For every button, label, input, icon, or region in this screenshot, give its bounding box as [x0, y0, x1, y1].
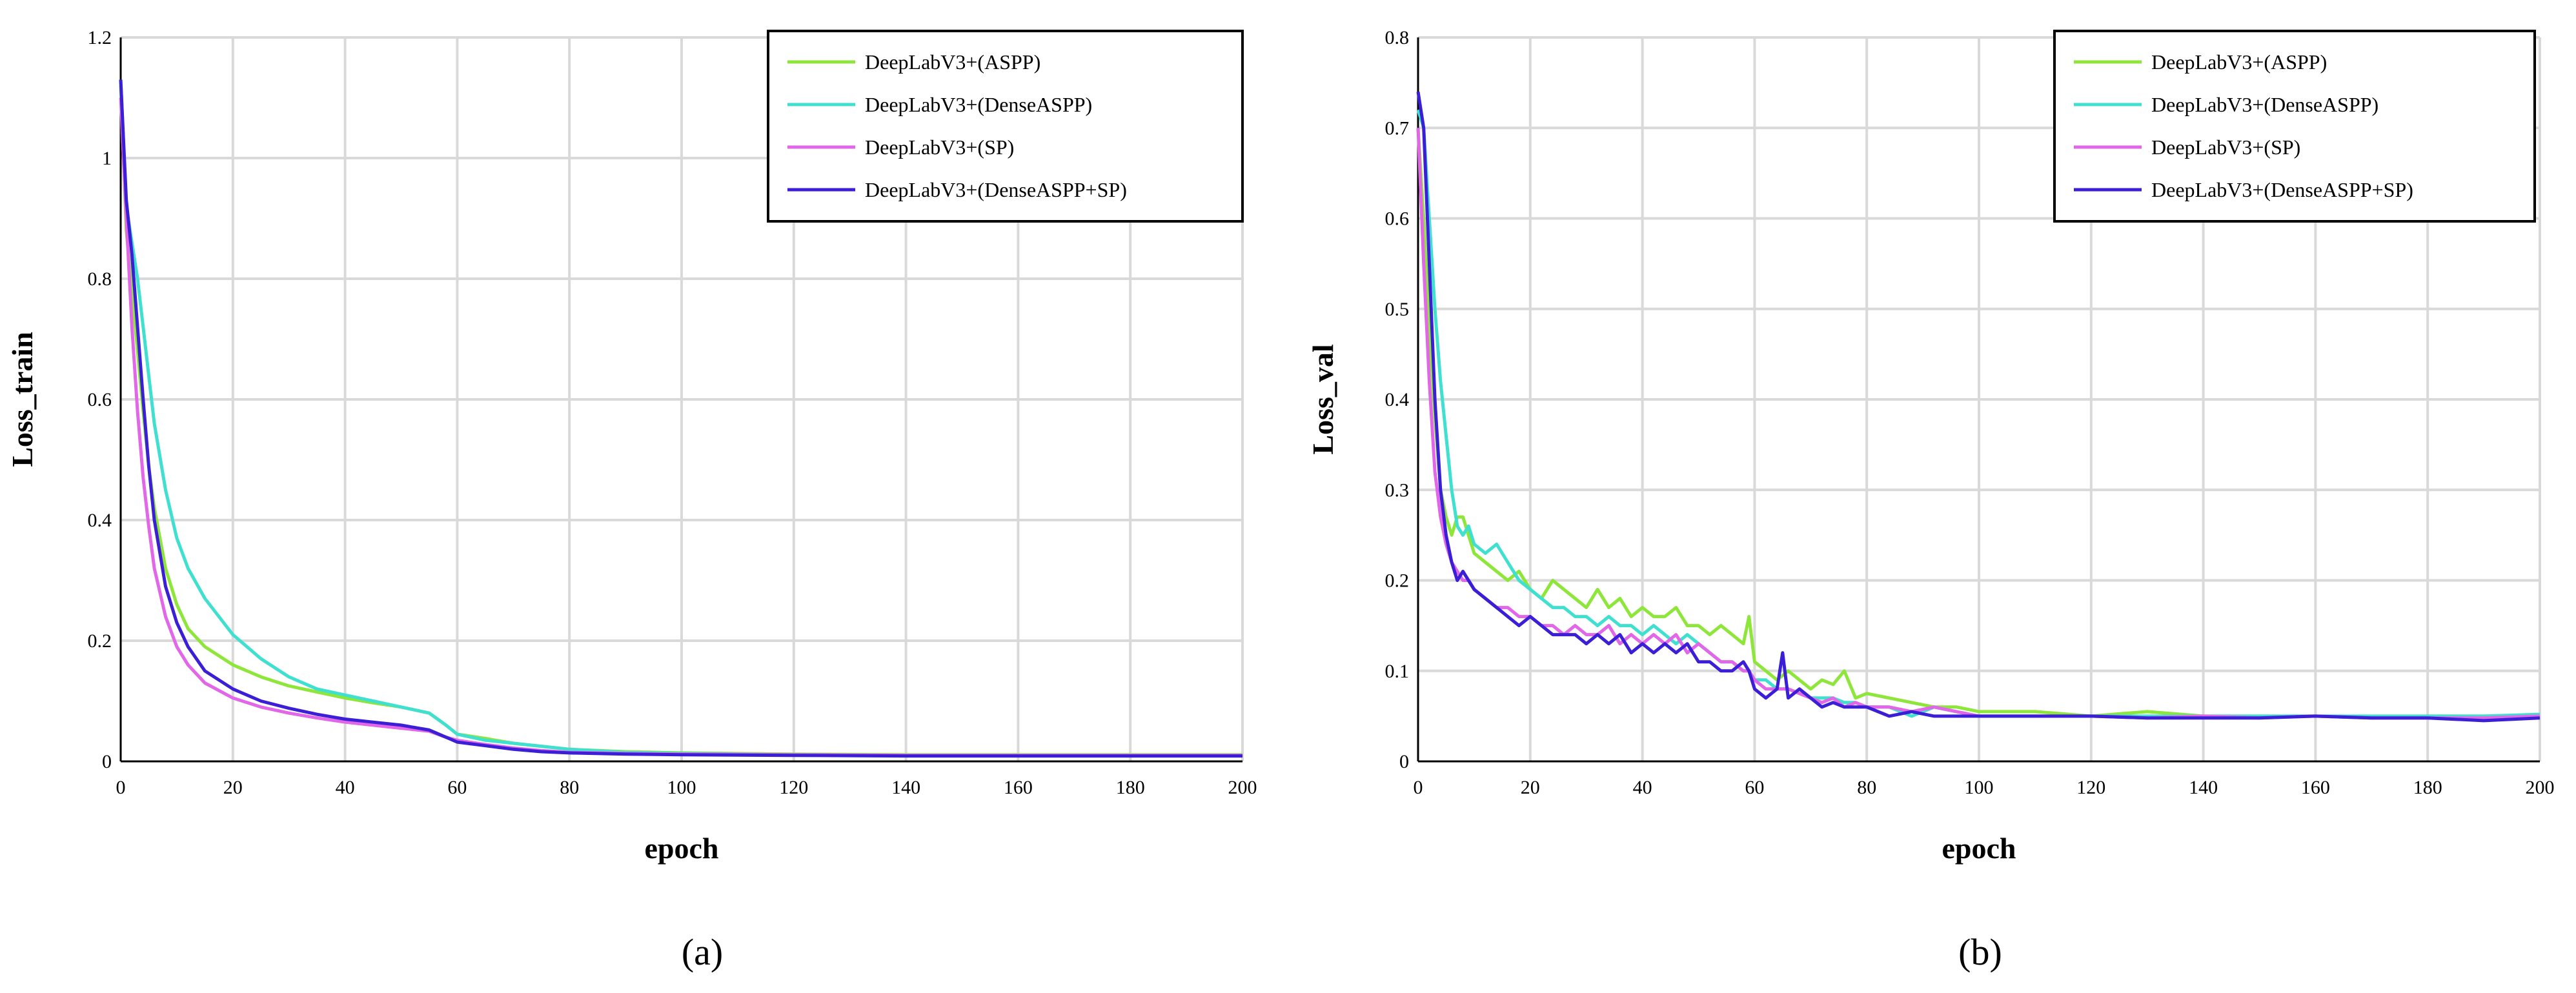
x-tick-label: 180: [2413, 777, 2442, 798]
y-axis-label: Loss_train: [6, 332, 39, 467]
x-tick-label: 0: [116, 777, 126, 798]
x-axis-label: epoch: [645, 832, 719, 865]
series-line-3: [1416, 91, 2541, 723]
x-tick-label: 120: [2076, 777, 2105, 798]
x-tick-label: 0: [1414, 777, 1423, 798]
x-tick-label: 140: [891, 777, 920, 798]
y-tick-label: 0.2: [88, 630, 112, 652]
x-tick-label: 80: [560, 777, 579, 798]
legend-label: DeepLabV3+(DenseASPP): [2151, 93, 2378, 116]
x-axis-label: epoch: [1942, 832, 2016, 865]
legend-label: DeepLabV3+(DenseASPP+SP): [2151, 178, 2413, 201]
x-tick-label: 40: [336, 777, 355, 798]
chart-panel-b: 0 20 40 60 80 100 120 140 160 180 200 0 0.1 0.2 0.3 0.4…: [1306, 27, 2555, 973]
x-tick-label: 160: [1004, 777, 1033, 798]
y-tick-label: 0.2: [1385, 570, 1410, 592]
panel-label: (a): [682, 931, 723, 973]
chart-panel-a: 0 20 40 60 80 100 120 140 160 180 200 0 0.2 0.4 0.6 0.8…: [6, 27, 1257, 973]
y-tick-label: 0.1: [1385, 661, 1410, 682]
y-tick-label: 0.4: [88, 510, 112, 531]
legend-label: DeepLabV3+(DenseASPP+SP): [865, 178, 1127, 201]
y-tick-label: 1.2: [88, 27, 112, 48]
x-tick-label: 180: [1116, 777, 1145, 798]
x-tick-label: 100: [1965, 777, 1994, 798]
x-tick-label: 200: [2526, 777, 2555, 798]
x-tick-label: 20: [223, 777, 243, 798]
y-tick-label: 0.7: [1385, 117, 1410, 139]
x-tick-label: 160: [2301, 777, 2330, 798]
x-tick-label: 100: [667, 777, 696, 798]
legend-label: DeepLabV3+(SP): [865, 135, 1014, 159]
x-tick-label: 40: [1633, 777, 1652, 798]
legend-label: DeepLabV3+(ASPP): [2151, 50, 2327, 74]
y-tick-label: 0.4: [1385, 389, 1410, 410]
x-tick-label: 80: [1857, 777, 1876, 798]
legend-label: DeepLabV3+(DenseASPP): [865, 93, 1092, 116]
y-tick-label: 0.8: [88, 268, 112, 290]
y-tick-label: 0.8: [1385, 27, 1410, 48]
panel-label: (b): [1958, 931, 2002, 973]
y-tick-label: 0.6: [1385, 208, 1410, 230]
x-tick-label: 120: [779, 777, 808, 798]
y-tick-label: 0: [102, 751, 112, 772]
y-tick-label: 1: [102, 148, 112, 169]
y-axis-label: Loss_val: [1306, 344, 1339, 454]
y-tick-label: 0.5: [1385, 299, 1410, 320]
x-tick-label: 60: [1745, 777, 1764, 798]
series-line-0: [1416, 128, 2540, 720]
y-tick-label: 0.6: [88, 389, 112, 410]
legend-label: DeepLabV3+(ASPP): [865, 50, 1040, 74]
x-tick-label: 60: [447, 777, 467, 798]
x-tick-label: 200: [1228, 777, 1257, 798]
x-tick-label: 20: [1521, 777, 1540, 798]
legend-label: DeepLabV3+(SP): [2151, 135, 2300, 159]
y-tick-label: 0.3: [1385, 479, 1410, 501]
x-tick-label: 140: [2189, 777, 2218, 798]
y-tick-label: 0: [1399, 751, 1409, 772]
series-line-3: [119, 79, 1242, 758]
